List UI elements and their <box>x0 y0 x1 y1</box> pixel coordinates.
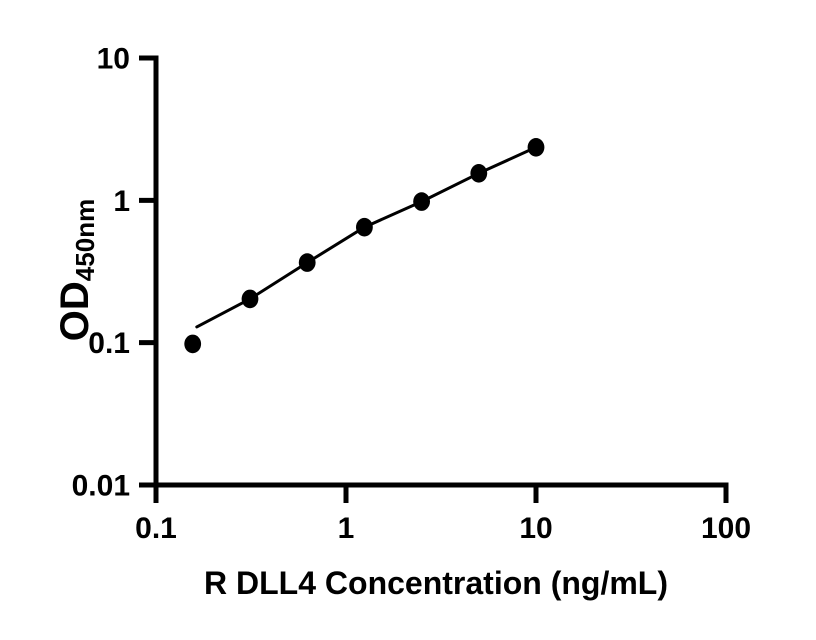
x-tick-label: 1 <box>338 512 355 545</box>
data-point-marker <box>356 217 373 237</box>
y-tick-label: 0.01 <box>72 470 130 503</box>
x-tick-label: 10 <box>519 512 552 545</box>
data-point-marker <box>470 164 488 183</box>
y-axis-title-subscript: 450nm <box>70 199 100 281</box>
data-point-marker <box>241 289 259 309</box>
y-tick-label: 1 <box>113 185 130 218</box>
data-points <box>184 138 545 354</box>
data-point-marker <box>527 138 545 157</box>
y-tick-label: 0.1 <box>88 327 130 360</box>
y-tick-label: 10 <box>97 43 130 76</box>
axes <box>139 55 729 503</box>
data-point-marker <box>184 334 202 354</box>
data-point-marker <box>413 192 430 211</box>
data-point-marker <box>298 253 316 272</box>
y-axis-title: OD450nm <box>53 199 100 341</box>
x-axis-title: R DLL4 Concentration (ng/mL) <box>204 565 668 601</box>
y-axis-title-main: OD <box>53 281 97 341</box>
x-tick-label: 100 <box>701 512 751 545</box>
x-tick-label: 0.1 <box>135 512 177 545</box>
